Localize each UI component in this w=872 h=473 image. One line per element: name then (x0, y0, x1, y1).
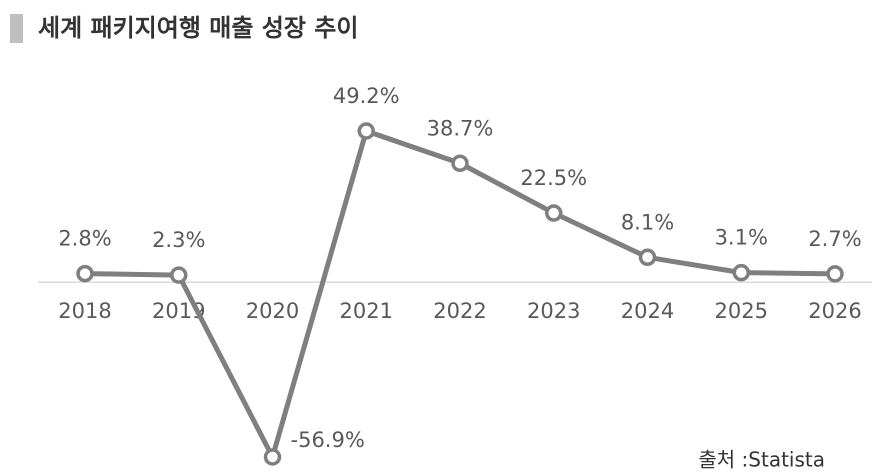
point (732, 263, 750, 282)
point (263, 448, 282, 466)
point (826, 265, 844, 283)
x-tick-label: 2018 (58, 299, 111, 323)
x-tick-label: 2024 (621, 299, 674, 323)
data-label: -56.9% (291, 428, 365, 452)
point (76, 264, 94, 283)
data-label: 2.8% (58, 227, 111, 251)
source: 출처 :Statista (698, 448, 825, 472)
x-tick-label: 2021 (340, 299, 393, 323)
data-label: 49.2% (333, 84, 400, 108)
data-label: 2.3% (152, 228, 205, 252)
point (638, 248, 657, 267)
data-label: 2.7% (808, 227, 861, 251)
x-tick-label: 2025 (715, 299, 768, 323)
point (545, 204, 563, 222)
x-tick-label: 2020 (246, 299, 299, 323)
data-label: 22.5% (520, 166, 587, 190)
point (357, 122, 375, 140)
data-label: 8.1% (621, 210, 674, 234)
x-tick-label: 2023 (527, 299, 580, 323)
point (451, 154, 469, 173)
chart-title: 세계 패키지여행 매출 성장 추이 (38, 14, 358, 42)
data-label: 3.1% (715, 226, 768, 250)
title-marker (10, 14, 23, 43)
x-tick-label: 2026 (808, 299, 861, 323)
x-tick-label: 2022 (433, 299, 486, 323)
line (84, 128, 836, 460)
point (170, 266, 188, 284)
data-label: 38.7% (427, 116, 494, 140)
